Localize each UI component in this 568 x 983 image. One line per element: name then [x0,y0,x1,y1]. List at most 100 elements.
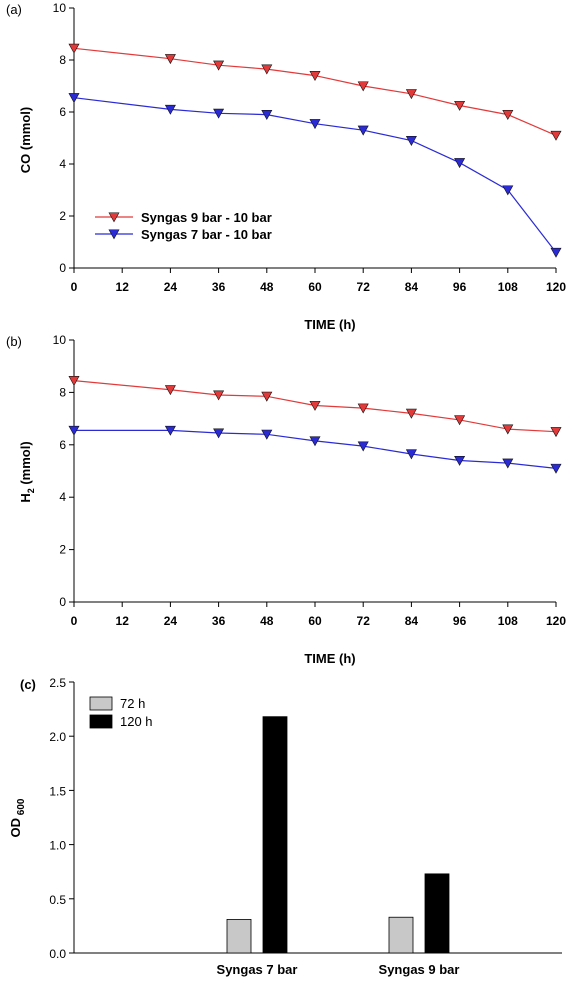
data-point [357,441,369,452]
series-line [73,97,557,253]
bar [226,918,252,954]
data-point [454,415,466,426]
data-point [357,403,369,414]
x-tick-label: 108 [498,614,518,628]
data-point [164,425,176,436]
data-point [550,247,562,258]
y-tick-label: 10 [53,1,67,15]
bar [388,916,414,954]
data-point [213,390,225,401]
data-point [502,424,514,435]
data-point [213,108,225,119]
x-tick-label: 120 [546,280,566,294]
x-tick-label: 84 [405,280,419,294]
data-point [164,104,176,115]
bar [262,716,288,954]
y-axis-label-part: 2 [26,488,36,493]
x-tick-label: 96 [453,280,467,294]
x-tick-label: 48 [260,614,274,628]
y-tick-label: 1.5 [49,784,66,798]
data-point [68,43,80,54]
series-0 [68,43,562,141]
y-tick-label: 2.0 [49,730,66,744]
x-tick-label: 36 [212,614,226,628]
data-point [357,81,369,92]
x-category-label: Syngas 9 bar [379,962,460,977]
panel-label: (a) [6,2,22,17]
data-point [68,376,80,386]
y-axis-label-part: 600 [16,798,27,818]
data-point [550,427,562,438]
y-tick-label: 0 [59,261,66,275]
x-tick-label: 72 [357,280,371,294]
data-point [261,391,273,402]
y-tick-label: 4 [59,157,66,171]
x-tick-label: 72 [357,614,371,628]
y-tick-label: 10 [53,333,67,347]
series-1 [68,425,562,474]
data-point [213,428,225,439]
x-tick-label: 120 [546,614,566,628]
series-line [73,380,557,433]
data-point [164,54,176,65]
data-point [309,119,321,130]
y-tick-label: 2 [59,209,66,223]
data-point [405,89,417,100]
y-tick-label: 0.5 [49,893,66,907]
series-line [74,429,557,469]
y-axis-label: OD 600 [8,798,27,837]
legend-swatch [89,696,113,711]
y-tick-label: 6 [59,105,66,119]
y-tick-label: 2 [59,543,66,557]
y-axis-label-part: (mmol) [18,441,33,488]
data-point [454,455,466,466]
y-tick-label: 2.5 [49,676,66,690]
series-1 [68,93,562,258]
data-point [357,125,369,136]
series-0 [68,376,562,438]
data-point [550,130,562,141]
data-point [502,110,514,120]
y-tick-label: 0 [59,595,66,609]
x-tick-label: 60 [308,280,322,294]
legend-label: Syngas 7 bar - 10 bar [141,227,272,242]
data-point [454,100,466,111]
x-tick-label: 60 [308,614,322,628]
legend-label: Syngas 9 bar - 10 bar [141,210,272,225]
x-tick-label: 0 [71,614,78,628]
data-point [309,436,321,447]
legend-label: 72 h [120,696,145,711]
bar [424,873,450,954]
data-point [405,449,417,460]
x-tick-label: 96 [453,614,467,628]
x-tick-label: 36 [212,280,226,294]
data-point [68,425,80,436]
y-axis-label: CO (mmol) [18,107,33,173]
y-tick-label: 1.0 [49,839,66,853]
y-axis-label-part: OD [8,818,23,838]
y-axis-label-part: H [18,493,33,502]
data-point [405,136,417,146]
y-axis-label-part: CO (mmol) [18,107,33,173]
y-tick-label: 6 [59,438,66,452]
panel-label: (c) [20,677,36,692]
data-point [164,385,176,396]
x-category-label: Syngas 7 bar [217,962,298,977]
legend-marker [108,212,120,223]
data-point [309,400,321,411]
data-point [405,408,417,419]
x-tick-label: 48 [260,280,274,294]
y-tick-label: 8 [59,385,66,399]
legend-swatch [89,714,113,729]
panel-c: (c) 0.0 0.5 1.0 1.5 2.0 2.5 OD 600 Syngas 7 bar S… [8,676,562,977]
data-point [550,463,562,474]
data-point [261,429,273,440]
x-tick-label: 12 [116,614,130,628]
legend-label: 120 h [120,714,153,729]
x-tick-label: 0 [71,280,78,294]
data-point [213,60,225,71]
series-line [73,47,557,136]
